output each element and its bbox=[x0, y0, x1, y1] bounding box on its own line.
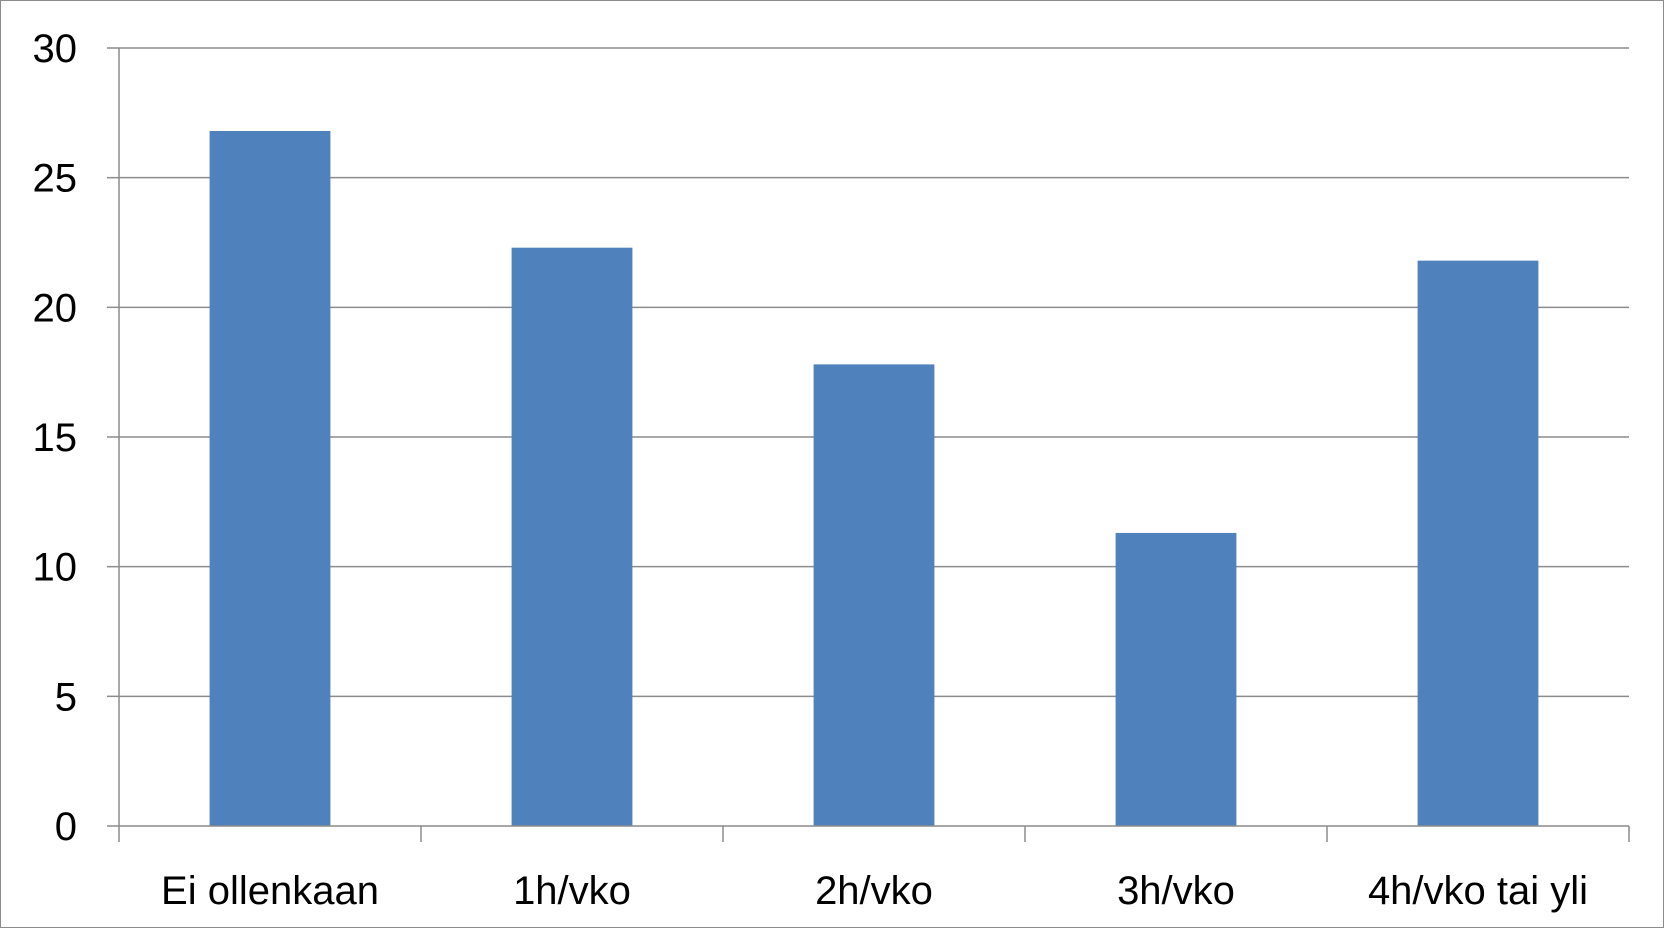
bar-1 bbox=[209, 130, 331, 826]
y-tick-label: 15 bbox=[33, 416, 78, 460]
axes bbox=[107, 47, 1630, 842]
bar-5 bbox=[1417, 260, 1539, 826]
x-tick-label: Ei ollenkaan bbox=[161, 869, 379, 913]
x-tick-labels: Ei ollenkaan 1h/vko 2h/vko 3h/vko 4h/vko tai… bbox=[161, 869, 1588, 913]
x-tick-label: 3h/vko bbox=[1117, 869, 1235, 913]
y-tick-label: 25 bbox=[33, 157, 78, 201]
y-tick-label: 20 bbox=[33, 286, 78, 330]
x-tick-label: 4h/vko tai yli bbox=[1368, 869, 1588, 913]
bar-4 bbox=[1115, 532, 1237, 826]
bar-3 bbox=[813, 364, 935, 826]
x-tick-label: 1h/vko bbox=[513, 869, 631, 913]
bars bbox=[209, 130, 1539, 827]
y-tick-label: 30 bbox=[33, 27, 78, 71]
y-tick-label: 5 bbox=[55, 675, 77, 719]
y-tick-label: 10 bbox=[33, 546, 78, 590]
bar-2 bbox=[511, 247, 633, 827]
y-tick-label: 0 bbox=[55, 805, 77, 849]
y-tick-labels: 0 5 10 15 20 25 30 bbox=[33, 27, 78, 849]
x-tick-label: 2h/vko bbox=[815, 869, 933, 913]
